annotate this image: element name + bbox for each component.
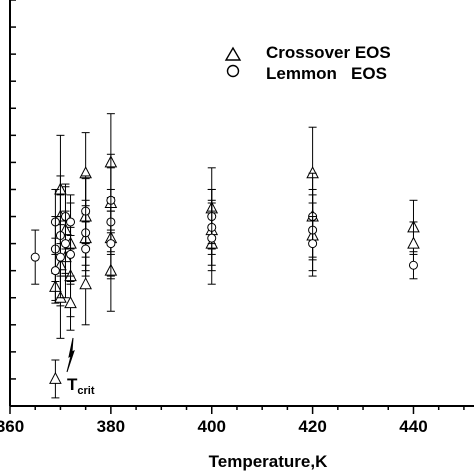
circle-point [81,244,91,254]
triangle-point [79,277,92,290]
legend-triangle-marker [224,46,242,61]
circle-point [66,249,76,259]
circle-point [30,252,40,262]
x-tick-label: 400 [198,417,226,436]
triangle-point [49,371,62,384]
x-tick-label: 440 [399,417,427,436]
data-marks [30,113,420,399]
circle-point [207,233,217,243]
legend-circle-marker [226,64,240,78]
tcrit-label: Tcrit [67,375,95,397]
triangle-point [407,236,420,249]
circle-point [66,217,76,227]
circle-point [50,266,60,276]
tcrit-sub: crit [77,385,94,397]
circle-point [408,260,418,270]
legend-label-lemmon: Lemmon EOS [266,64,387,83]
x-tick-label: 420 [298,417,326,436]
tcrit-arrow-icon [66,337,75,373]
x-axis-label: Temperature,K [209,452,328,471]
circle-point [60,239,70,249]
triangle-point [64,296,77,309]
x-tick-label: 380 [97,417,125,436]
circle-point [55,252,65,262]
circle-point [106,239,116,249]
tcrit-annotation: Tcrit [66,337,95,397]
circle-point [308,239,318,249]
legend: Crossover EOS Lemmon EOS [224,43,391,83]
tcrit-main: T [67,375,78,394]
axes: 360 380 400 420 440 [0,0,474,436]
legend-label-crossover: Crossover EOS [266,43,391,62]
x-tick-label: 360 [0,417,24,436]
